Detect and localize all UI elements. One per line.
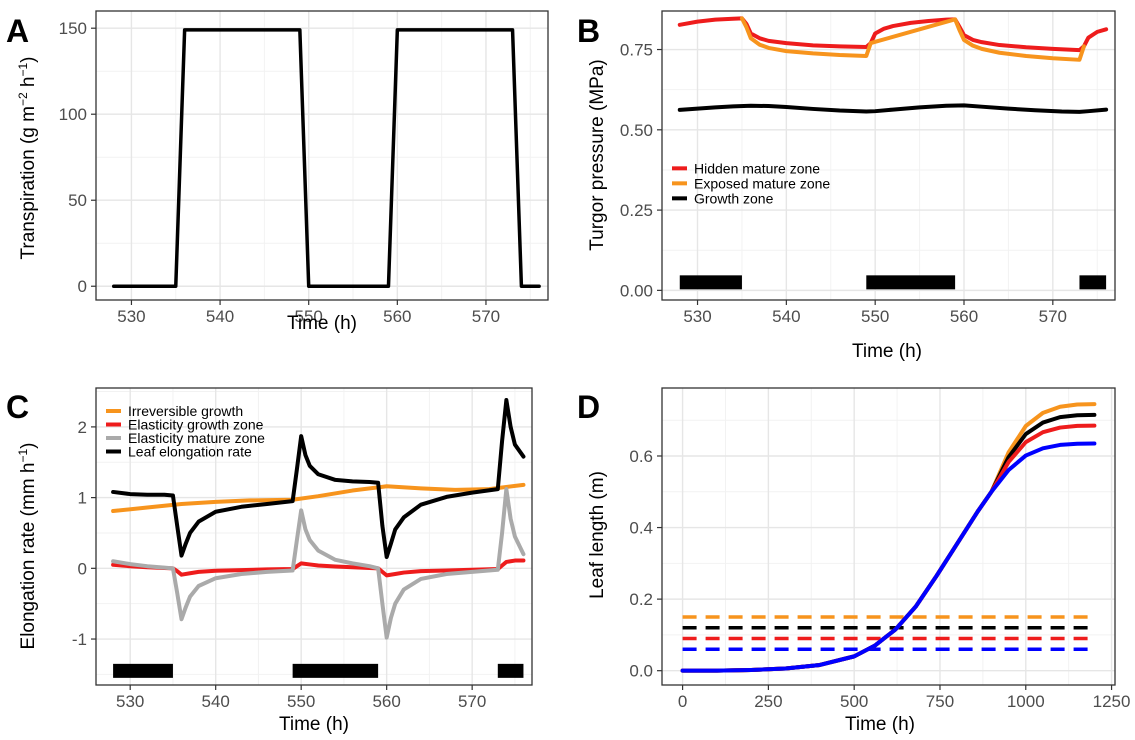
y-axis-label: Leaf length (m) bbox=[587, 471, 608, 599]
panel-border bbox=[661, 10, 1116, 301]
series-line bbox=[680, 441, 1097, 673]
y-axis-label: Turgor pressure (MPa) bbox=[587, 59, 608, 250]
y-tick-label: 0.0 bbox=[629, 662, 653, 681]
series-line bbox=[111, 487, 526, 640]
panel-label-c: C bbox=[6, 389, 29, 425]
x-tick-label: 560 bbox=[950, 307, 978, 326]
legend-label: Elasticity growth zone bbox=[128, 417, 264, 433]
night-bar bbox=[292, 663, 379, 678]
x-tick-label: 570 bbox=[472, 307, 500, 326]
x-tick-label: 250 bbox=[754, 692, 782, 711]
x-tick-label: 500 bbox=[840, 692, 868, 711]
x-tick-label: 1000 bbox=[1007, 692, 1045, 711]
x-axis-label: Time (h) bbox=[845, 714, 915, 735]
night-bar bbox=[679, 275, 742, 290]
y-tick-label: 0.50 bbox=[620, 121, 653, 140]
panel-label-b: B bbox=[577, 13, 600, 49]
y-tick-label: 0.75 bbox=[620, 41, 653, 60]
x-tick-label: 570 bbox=[1039, 307, 1067, 326]
series-line bbox=[111, 398, 526, 560]
panel-d: D 0 250 500 750 1000 1250 0.0 0.2 0.4 0.6 Time (… bbox=[577, 387, 1131, 735]
y-tick-label: 0.4 bbox=[629, 519, 653, 538]
y-tick-label: 2 bbox=[78, 418, 87, 437]
night-bar bbox=[497, 663, 524, 678]
y-tick-label: -1 bbox=[72, 630, 87, 649]
y-tick-label: 100 bbox=[59, 105, 87, 124]
x-tick-label: 560 bbox=[383, 307, 411, 326]
x-tick-label: 540 bbox=[206, 307, 234, 326]
series-line bbox=[680, 402, 1097, 673]
y-tick-label: 0.00 bbox=[620, 281, 653, 300]
y-tick-label: 50 bbox=[68, 191, 87, 210]
y-tick-label: 150 bbox=[59, 19, 87, 38]
legend-label: Growth zone bbox=[694, 190, 774, 206]
series-line bbox=[111, 558, 526, 578]
panel-c: C 530 540 550 560 570 -1 0 1 2 Irreversible gro… bbox=[6, 387, 533, 735]
panel-border bbox=[661, 387, 1116, 686]
y-tick-label: 0.25 bbox=[620, 201, 653, 220]
night-bar bbox=[866, 275, 956, 290]
panel-label-a: A bbox=[6, 13, 29, 49]
x-tick-label: 570 bbox=[458, 692, 486, 711]
legend-label: Leaf elongation rate bbox=[128, 444, 252, 460]
x-tick-label: 540 bbox=[201, 692, 229, 711]
night-bar bbox=[113, 663, 173, 678]
x-tick-label: 1250 bbox=[1093, 692, 1131, 711]
x-axis-label: Time (h) bbox=[279, 714, 349, 735]
y-tick-label: 1 bbox=[78, 489, 87, 508]
y-tick-label: 0.6 bbox=[629, 447, 653, 466]
legend-label: Elasticity mature zone bbox=[128, 430, 265, 446]
series-line bbox=[739, 16, 1086, 62]
night-bar bbox=[1079, 275, 1107, 290]
x-axis-label: Time (h) bbox=[852, 341, 922, 362]
x-tick-label: 550 bbox=[295, 307, 323, 326]
panel-label-d: D bbox=[577, 389, 600, 425]
legend-label: Hidden mature zone bbox=[694, 160, 820, 176]
x-tick-label: 540 bbox=[772, 307, 800, 326]
x-tick-label: 530 bbox=[683, 307, 711, 326]
panel-b: B 530 540 550 560 570 0.00 0.25 0.50 0.75 Hidde… bbox=[577, 10, 1116, 362]
y-tick-label: 0 bbox=[78, 559, 87, 578]
legend-label: Irreversible growth bbox=[128, 403, 243, 419]
series-line bbox=[111, 482, 526, 514]
panel-a: A 530 540 550 560 570 0 50 100 150 Time (h) Tra… bbox=[6, 10, 549, 334]
x-tick-label: 560 bbox=[372, 692, 400, 711]
series-line bbox=[677, 103, 1109, 114]
x-tick-label: 550 bbox=[861, 307, 889, 326]
x-tick-label: 0 bbox=[678, 692, 687, 711]
x-tick-label: 750 bbox=[926, 692, 954, 711]
x-tick-label: 530 bbox=[116, 692, 144, 711]
panel-border bbox=[95, 10, 549, 301]
y-tick-label: 0 bbox=[78, 277, 87, 296]
legend-label: Exposed mature zone bbox=[694, 175, 830, 191]
series-line bbox=[111, 28, 541, 288]
x-axis-label: Time (h) bbox=[287, 313, 357, 334]
x-tick-label: 530 bbox=[117, 307, 145, 326]
panel-border bbox=[95, 387, 533, 686]
y-axis-label: Elongation rate (mm h−1) bbox=[16, 443, 39, 650]
y-axis-label: Transpiration (g m−2 h−1) bbox=[16, 56, 39, 259]
x-tick-label: 550 bbox=[287, 692, 315, 711]
y-tick-label: 0.2 bbox=[629, 590, 653, 609]
